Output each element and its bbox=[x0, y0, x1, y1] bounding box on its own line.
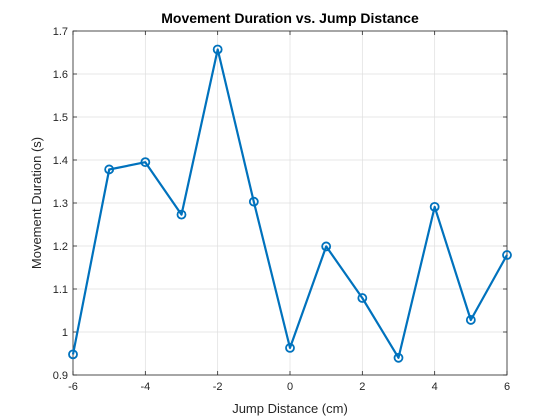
data-point-marker bbox=[502, 250, 512, 260]
data-point-marker bbox=[321, 241, 332, 252]
x-tick-label: 4 bbox=[432, 381, 438, 393]
data-point-marker bbox=[393, 352, 404, 363]
data-point-marker bbox=[176, 209, 187, 220]
series-line bbox=[71, 48, 508, 359]
data-point-marker bbox=[212, 44, 223, 55]
chart-title: Movement Duration vs. Jump Distance bbox=[161, 10, 419, 26]
grid bbox=[72, 30, 508, 376]
y-axis-label: Movement Duration (s) bbox=[29, 137, 44, 269]
data-point-marker bbox=[429, 201, 440, 212]
series-layer bbox=[68, 44, 512, 363]
data-point-marker bbox=[357, 293, 368, 303]
y-tick-label: 1.6 bbox=[53, 69, 68, 81]
x-axis-label: Jump Distance (cm) bbox=[232, 401, 348, 416]
x-tick-label: -6 bbox=[68, 381, 78, 393]
data-point-marker bbox=[140, 157, 151, 168]
data-point-marker bbox=[104, 164, 115, 175]
x-tick-label: 0 bbox=[287, 381, 293, 393]
y-tick-label: 1.3 bbox=[53, 198, 68, 210]
y-tick-label: 1.1 bbox=[53, 284, 68, 296]
x-tick-label: 2 bbox=[359, 381, 365, 393]
axis-ticks bbox=[72, 30, 508, 376]
y-tick-label: 0.9 bbox=[53, 370, 68, 382]
y-tick-label: 1 bbox=[62, 327, 68, 339]
x-tick-labels: -6 -4 -2 0 2 4 6 bbox=[68, 381, 510, 393]
y-tick-label: 1.5 bbox=[53, 112, 68, 124]
y-tick-label: 1.7 bbox=[53, 26, 68, 38]
y-tick-label: 1.4 bbox=[53, 155, 68, 167]
x-tick-label: -2 bbox=[213, 381, 223, 393]
y-tick-labels: 0.9 1 1.1 1.2 1.3 1.4 1.5 1.6 1.7 bbox=[53, 26, 68, 382]
data-point-marker bbox=[465, 315, 476, 325]
x-tick-label: -4 bbox=[140, 381, 150, 393]
data-point-marker bbox=[285, 343, 295, 353]
x-tick-label: 6 bbox=[504, 381, 510, 393]
data-point-marker bbox=[248, 196, 259, 207]
y-tick-label: 1.2 bbox=[53, 241, 68, 253]
data-point-marker bbox=[68, 349, 78, 360]
